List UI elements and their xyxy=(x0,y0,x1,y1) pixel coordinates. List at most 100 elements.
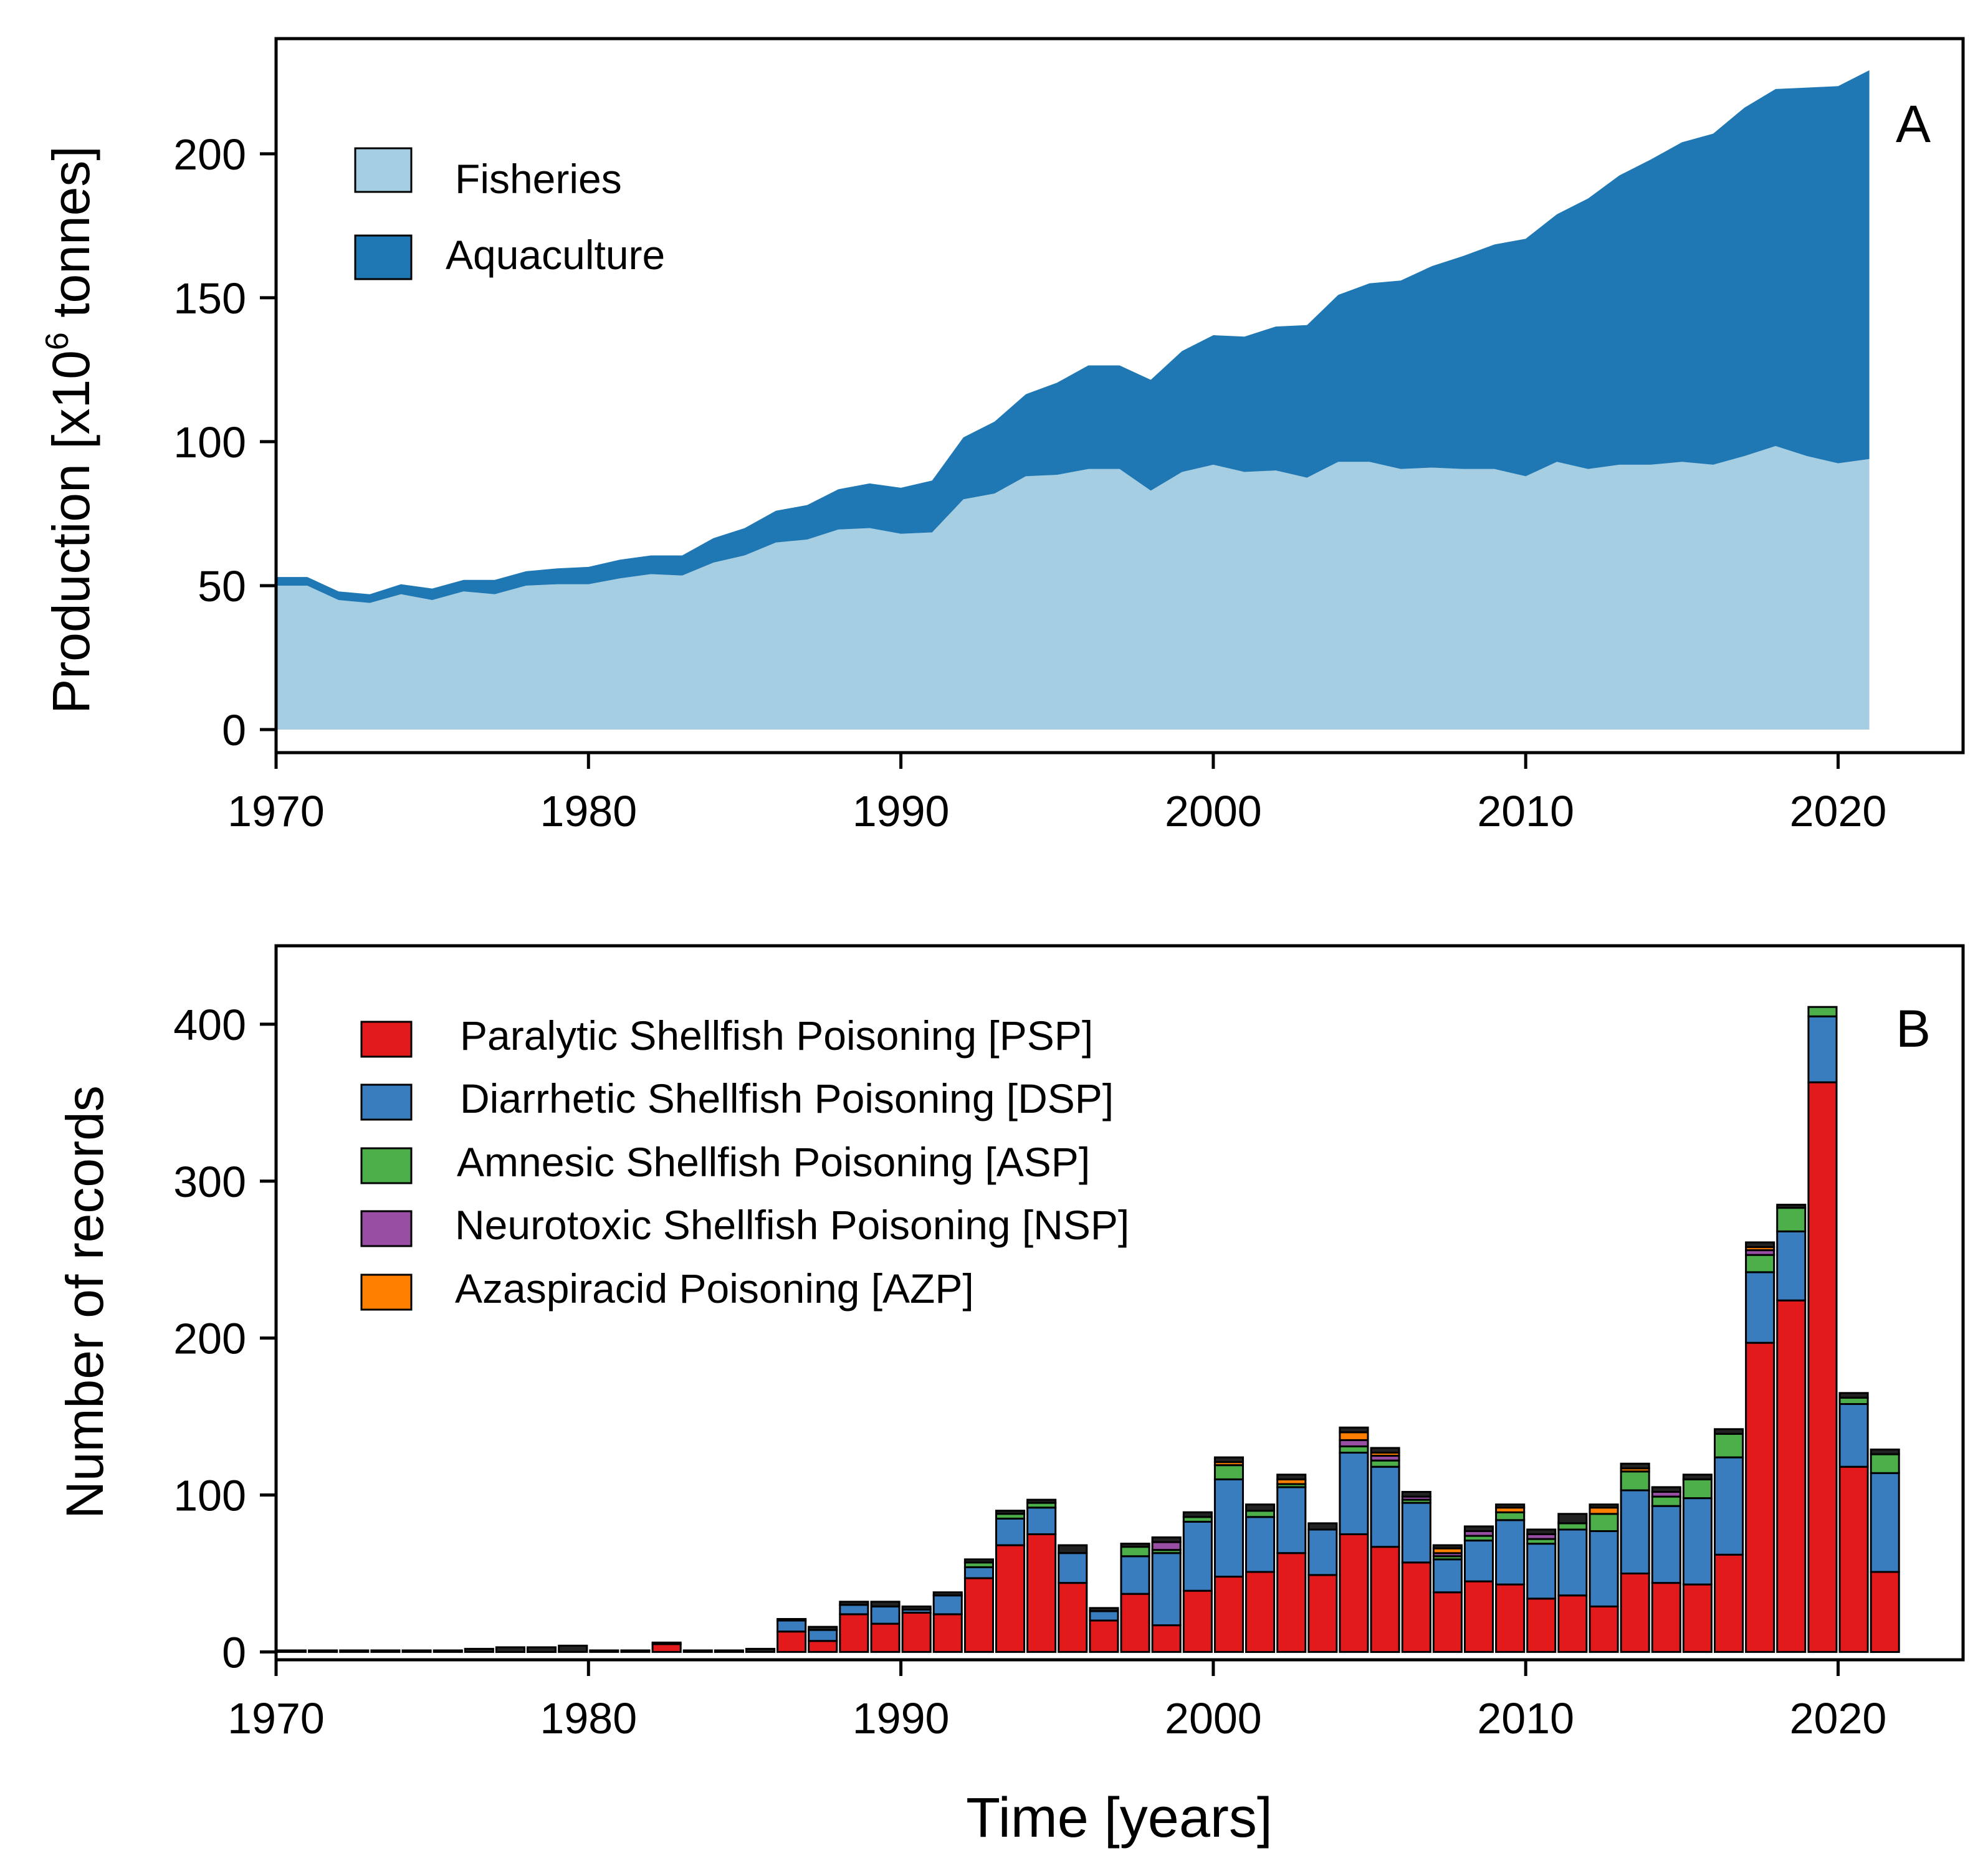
y-axis-label-a-main: Production [x10 xyxy=(42,350,100,714)
bar-1987-other xyxy=(777,1618,807,1622)
bar-2010-asp xyxy=(1495,1511,1526,1521)
bar-2014-dsp xyxy=(1620,1489,1650,1574)
bar-2017-asp xyxy=(1714,1432,1744,1459)
bar-1972-other xyxy=(308,1649,338,1653)
bar-1993-dsp xyxy=(963,1566,995,1579)
bar-2019-other xyxy=(1776,1204,1807,1209)
bar-1992-dsp xyxy=(932,1594,963,1616)
bar-2000-other xyxy=(1182,1511,1213,1518)
bar-2013-other xyxy=(1589,1503,1619,1509)
panel-label-a: A xyxy=(1896,95,1931,153)
y-axis-label-a-superscript: 6 xyxy=(39,332,75,350)
panel-a: 1970 1980 1990 2000 2010 2020 0 50 100 150 200 A P… xyxy=(39,37,1965,836)
bar-1999-other xyxy=(1151,1536,1182,1543)
legend-label-psp: Paralytic Shellfish Poisoning [PSP] xyxy=(460,1012,1093,1059)
bar-1994-psp xyxy=(995,1544,1026,1653)
bar-2018-dsp xyxy=(1745,1271,1775,1344)
bar-2000-psp xyxy=(1182,1589,1213,1653)
bar-2007-dsp xyxy=(1401,1502,1431,1564)
bar-2004-psp xyxy=(1307,1574,1338,1653)
bar-1998-asp xyxy=(1120,1546,1150,1558)
bar-2003-other xyxy=(1276,1473,1307,1480)
bar-1996-other xyxy=(1058,1544,1088,1554)
bar-1990-other xyxy=(870,1601,901,1607)
bar-2000-dsp xyxy=(1182,1520,1213,1592)
bar-2013-dsp xyxy=(1589,1530,1619,1607)
bar-2005-asp xyxy=(1339,1445,1369,1454)
bar-2016-other xyxy=(1682,1473,1713,1480)
bar-2009-dsp xyxy=(1463,1540,1494,1583)
bar-1992-psp xyxy=(932,1613,963,1653)
y-axis-label-b: Number of records xyxy=(55,1085,114,1519)
bar-2003-dsp xyxy=(1276,1486,1307,1554)
bar-1974-other xyxy=(370,1649,401,1653)
bar-1987-psp xyxy=(777,1631,807,1653)
x-tick-label: 1990 xyxy=(853,787,950,836)
x-tick-label: 2000 xyxy=(1165,1694,1262,1743)
legend-label-azp: Azaspiracid Poisoning [AZP] xyxy=(455,1265,974,1312)
legend-swatch-nsp xyxy=(360,1210,413,1247)
x-tick-label: 2010 xyxy=(1477,1694,1574,1743)
bar-1977-other xyxy=(464,1647,494,1653)
bar-2003-psp xyxy=(1276,1552,1307,1653)
legend-swatch-dsp xyxy=(360,1083,413,1121)
bar-1995-dsp xyxy=(1026,1507,1057,1535)
bar-2018-other xyxy=(1745,1241,1775,1249)
bar-2001-other xyxy=(1213,1456,1245,1464)
bar-1991-other xyxy=(901,1605,932,1611)
bar-1999-nsp xyxy=(1151,1541,1182,1551)
legend-swatch-aquaculture xyxy=(354,234,413,280)
x-tick-label: 1970 xyxy=(227,1694,325,1743)
bar-2011-psp xyxy=(1526,1597,1557,1653)
bar-1988-other xyxy=(808,1626,838,1631)
bar-1993-other xyxy=(963,1558,995,1564)
bar-1978-other xyxy=(495,1646,526,1653)
bar-2010-psp xyxy=(1495,1583,1526,1653)
bar-1984-other xyxy=(682,1649,713,1653)
bar-1981-other xyxy=(589,1649,619,1653)
y-tick-label: 150 xyxy=(173,274,246,323)
bar-2008-other xyxy=(1432,1544,1463,1550)
x-tick-label: 2010 xyxy=(1477,787,1574,836)
y-tick-label: 100 xyxy=(173,418,246,467)
bar-1993-psp xyxy=(963,1577,995,1653)
legend-swatch-azp xyxy=(360,1274,413,1311)
bar-2009-other xyxy=(1463,1525,1494,1532)
y-tick-label: 400 xyxy=(173,1001,246,1049)
bar-1987-dsp xyxy=(777,1619,807,1633)
bar-2020-dsp xyxy=(1807,1015,1838,1083)
bar-2007-psp xyxy=(1401,1561,1431,1653)
bar-1998-dsp xyxy=(1120,1555,1150,1595)
bar-1983-other xyxy=(651,1641,682,1645)
legend-label-asp: Amnesic Shellfish Poisoning [ASP] xyxy=(457,1139,1090,1185)
bar-2005-azp xyxy=(1339,1431,1369,1441)
area-series-fisheries xyxy=(276,445,1870,730)
y-tick-label: 0 xyxy=(222,706,246,755)
x-tick-label: 1980 xyxy=(540,1694,637,1743)
bar-2017-psp xyxy=(1714,1553,1744,1653)
bar-1986-other xyxy=(745,1647,776,1653)
bar-1979-other xyxy=(527,1646,557,1653)
bar-2022-psp xyxy=(1870,1571,1900,1653)
bar-2013-asp xyxy=(1589,1513,1619,1533)
bar-1983-psp xyxy=(651,1643,682,1653)
bar-2002-psp xyxy=(1245,1571,1276,1653)
bar-1988-psp xyxy=(808,1640,838,1653)
bar-1980-other xyxy=(558,1644,588,1653)
legend-a: Fisheries Aquaculture xyxy=(354,147,665,280)
bar-2011-other xyxy=(1526,1528,1557,1535)
bar-2018-asp xyxy=(1745,1254,1775,1274)
bar-1975-other xyxy=(401,1649,432,1653)
legend-swatch-psp xyxy=(360,1021,413,1058)
bar-1971-other xyxy=(277,1649,307,1653)
bar-1991-psp xyxy=(901,1611,932,1653)
legend-label-fisheries: Fisheries xyxy=(455,156,622,202)
bar-2012-psp xyxy=(1557,1594,1588,1653)
x-tick-label: 2000 xyxy=(1165,787,1262,836)
bar-2014-psp xyxy=(1620,1573,1650,1653)
axes-a: 1970 1980 1990 2000 2010 2020 0 50 100 150 200 xyxy=(173,130,1886,836)
bar-2019-dsp xyxy=(1776,1230,1807,1302)
bar-2013-azp xyxy=(1589,1507,1619,1515)
